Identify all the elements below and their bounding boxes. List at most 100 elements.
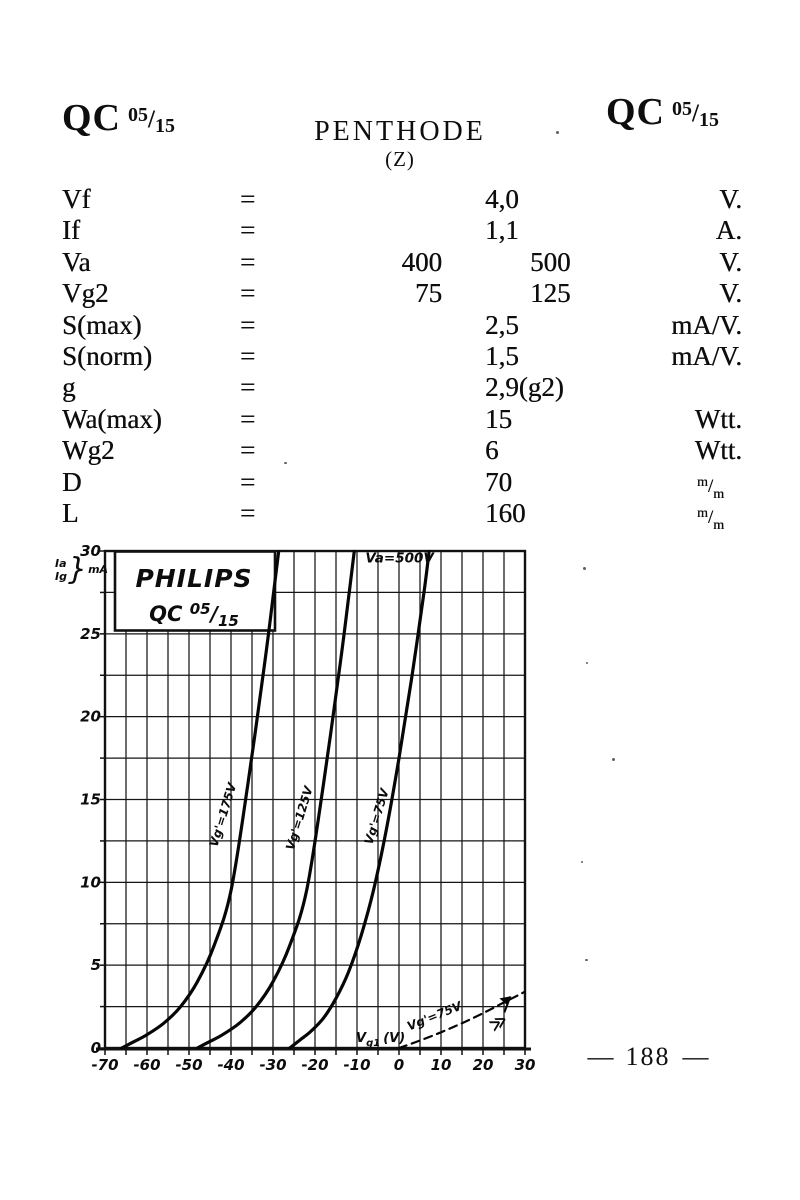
y-tick-label: 20 xyxy=(80,708,101,726)
spec-value: 4,0 xyxy=(485,184,519,214)
spec-unit-part: m xyxy=(713,517,724,533)
page-title: PENTHODE xyxy=(314,116,486,147)
scan-speck xyxy=(556,131,559,134)
spec-row: D = 70 m/m xyxy=(62,466,762,502)
spec-row: L = 160 m/m xyxy=(62,497,762,533)
model-frac-bottom: 15 xyxy=(698,109,719,131)
chevron-mark: ≫ xyxy=(486,1010,511,1036)
y-axis-label: Ia Ig } mA xyxy=(55,552,108,587)
spec-value-max: 500 xyxy=(530,246,571,277)
y-tick-label: 10 xyxy=(80,873,101,891)
y-axis-label-stack: Ia Ig xyxy=(55,557,67,583)
x-tick-labels: -70 -60 -50 -40 -30 -20 -10 0 10 20 30 xyxy=(91,1056,535,1074)
spec-value-max: 125 xyxy=(530,278,571,309)
spec-label: S(norm) xyxy=(62,340,152,371)
model-frac-top: 05 xyxy=(128,104,148,126)
y-axis-label-unit: mA xyxy=(88,563,109,576)
x-tick-label: -30 xyxy=(259,1056,286,1074)
spec-label: Vf xyxy=(62,184,91,214)
spec-label: g xyxy=(62,372,76,403)
y-tick-labels: 0 5 10 15 20 25 30 xyxy=(80,542,101,1057)
page-number-dash-right: — xyxy=(682,1042,709,1071)
x-tick-label: -70 xyxy=(91,1056,118,1074)
spec-row: g = 2,9(g2) xyxy=(62,372,762,403)
x-tick-label: 0 xyxy=(394,1056,404,1074)
brand-name: PHILIPS xyxy=(135,564,252,593)
curve-vg-75 xyxy=(288,550,431,1050)
spec-unit: mA/V. xyxy=(671,340,742,371)
characteristics-chart: -70 -60 -50 -40 -30 -20 -10 0 10 20 30 0 5 10 15 20 25 30… xyxy=(80,542,535,1074)
spec-unit-part: / xyxy=(707,475,714,497)
curves xyxy=(120,550,526,1050)
y-tick-label: 30 xyxy=(80,542,101,560)
tube-model-left: QC 05/15 xyxy=(62,96,175,140)
curve-vg-175 xyxy=(120,550,281,1050)
page-number-dash-left: — xyxy=(587,1042,614,1071)
x-tick-label: 10 xyxy=(431,1056,452,1074)
spec-equals: = xyxy=(240,435,256,466)
spec-row: If = 1,1 A. xyxy=(62,215,762,246)
spec-value: 160 xyxy=(485,497,526,528)
spec-value: 70 xyxy=(485,466,512,497)
axis-ticks xyxy=(100,550,526,1055)
scan-speck xyxy=(581,861,583,863)
spec-equals: = xyxy=(240,466,256,497)
spec-equals: = xyxy=(240,278,256,309)
spec-unit: m/m xyxy=(562,467,742,510)
spec-unit: mA/V. xyxy=(671,309,742,340)
spec-label: Vg2 xyxy=(62,278,109,309)
spec-equals: = xyxy=(240,403,256,434)
page-number-value: 188 xyxy=(625,1042,671,1071)
x-tick-label: 20 xyxy=(473,1056,494,1074)
brand-box: PHILIPS QC 05/15 xyxy=(113,550,277,632)
y-axis-label-ig: Ig xyxy=(55,569,67,583)
x-tick-label: -40 xyxy=(217,1056,244,1074)
curve-label: Vg'=75V xyxy=(405,998,465,1033)
y-axis-label-ia: Ia xyxy=(55,556,67,570)
spec-label: D xyxy=(62,466,82,497)
curve-label: Vg'=175V xyxy=(207,780,240,849)
spec-row: Vg2 = 75 125 V. xyxy=(62,278,762,309)
brand-model: QC 05/15 xyxy=(149,600,239,630)
x-axis-label: Vg1 (V) xyxy=(356,1031,405,1049)
spec-equals: = xyxy=(240,372,256,403)
model-frac-bottom: 15 xyxy=(154,115,175,137)
spec-unit: Wtt. xyxy=(694,403,742,434)
y-tick-label: 0 xyxy=(91,1039,101,1057)
model-prefix: QC xyxy=(62,97,121,139)
spec-value: 6 xyxy=(485,435,499,466)
y-tick-label: 25 xyxy=(80,625,101,643)
spec-value: 1,5 xyxy=(485,340,519,371)
spec-unit-part: m xyxy=(696,474,708,490)
spec-row: Va = 400 500 V. xyxy=(62,247,762,278)
x-tick-label: -10 xyxy=(343,1056,370,1074)
model-frac-slash: / xyxy=(148,106,155,133)
scan-speck xyxy=(284,462,287,464)
spec-label: If xyxy=(62,215,80,246)
spec-equals: = xyxy=(240,309,256,340)
spec-unit: m/m xyxy=(562,498,742,541)
spec-equals: = xyxy=(240,340,256,371)
spec-table: Vf = 4,0 V. If = 1,1 A. Va = 400 500 V. Vg2 = 75 125 V. S(… xyxy=(62,184,762,533)
spec-unit: V. xyxy=(719,246,742,277)
spec-unit-part: m xyxy=(696,505,708,521)
flag-icon xyxy=(499,996,511,1006)
model-frac-top: 05 xyxy=(672,98,692,120)
anode-voltage-annotation: Va=500V xyxy=(365,551,435,567)
x-tick-label: -60 xyxy=(133,1056,160,1074)
spec-unit: V. xyxy=(719,184,742,214)
page-number: — 188 — xyxy=(568,1042,728,1072)
model-prefix: QC xyxy=(606,91,665,133)
x-tick-label: 30 xyxy=(515,1056,536,1074)
y-tick-label: 15 xyxy=(80,791,101,809)
spec-equals: = xyxy=(240,246,256,277)
spec-label: S(max) xyxy=(62,309,142,340)
spec-unit-part: / xyxy=(707,506,714,528)
curve-vg-125 xyxy=(195,550,357,1050)
spec-equals: = xyxy=(240,497,256,528)
spec-value: 2,5 xyxy=(485,309,519,340)
spec-row: S(norm) = 1,5 mA/V. xyxy=(62,341,762,372)
spec-value: 1,1 xyxy=(485,215,519,246)
scan-speck xyxy=(612,758,615,761)
